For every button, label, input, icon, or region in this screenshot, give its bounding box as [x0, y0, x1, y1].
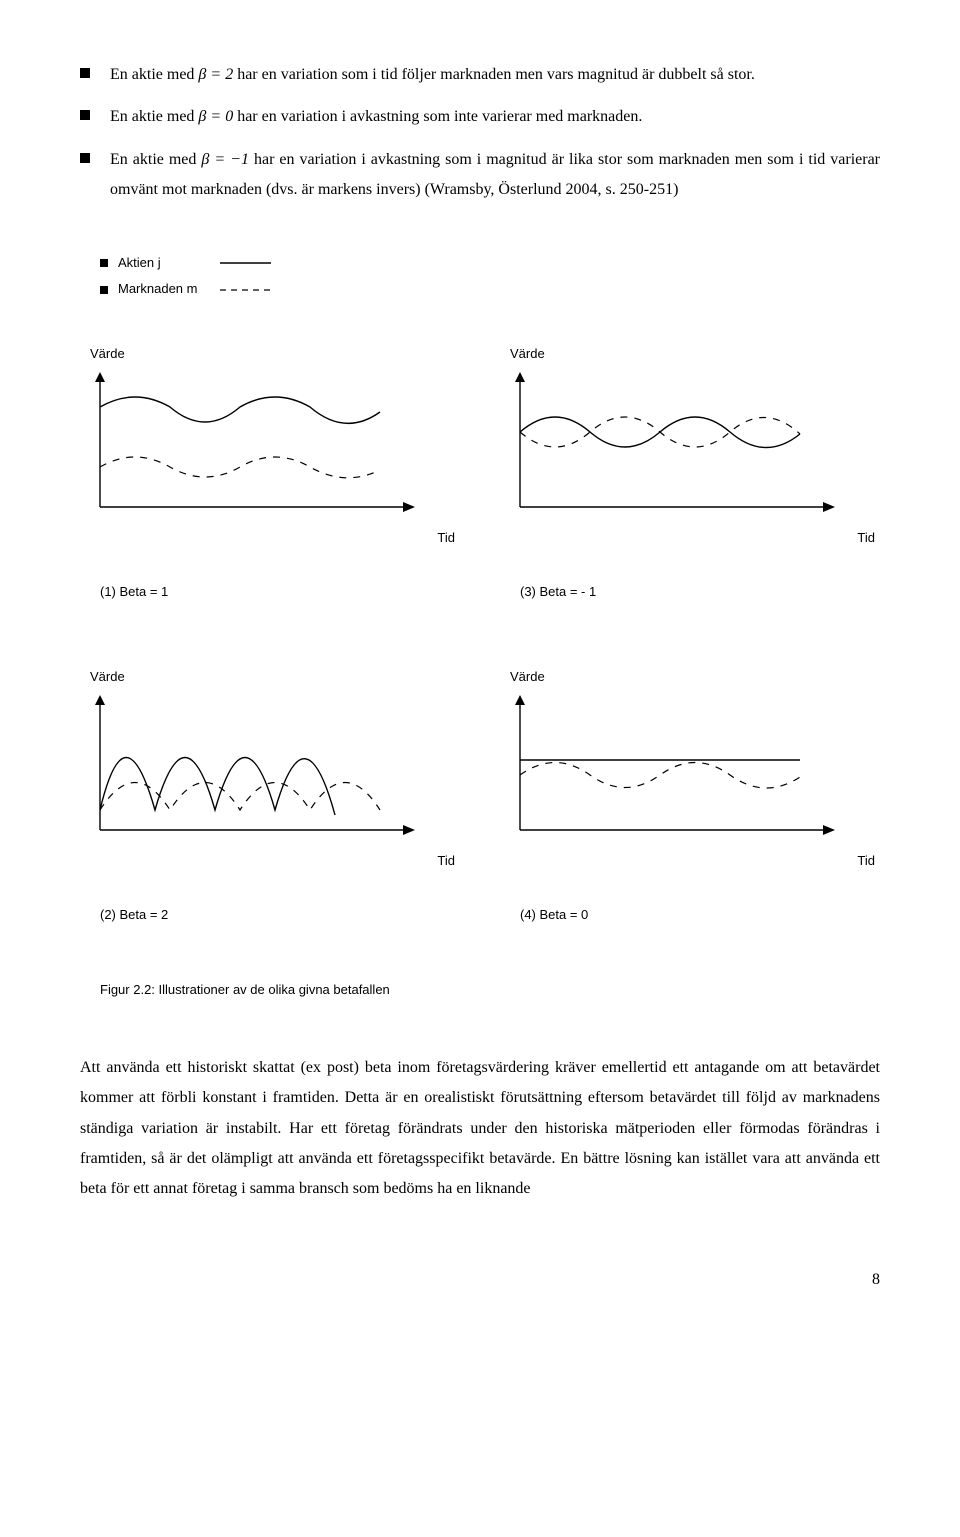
bullet-text: En aktie med β = 0 har en variation i av… — [110, 102, 880, 132]
chart-y-label: Värde — [510, 342, 880, 367]
bullet-marker-icon — [80, 68, 90, 78]
bullet-marker-icon — [80, 110, 90, 120]
bullet-text: En aktie med β = 2 har en variation som … — [110, 60, 880, 90]
chart-caption: (3) Beta = - 1 — [520, 580, 880, 605]
chart-svg — [500, 695, 840, 845]
legend-row-solid: Aktien j — [80, 251, 880, 276]
bullet-item-2: En aktie med β = 0 har en variation i av… — [80, 102, 880, 132]
legend-label-dashed: Marknaden m — [118, 277, 218, 302]
chart-svg — [80, 695, 420, 845]
chart-legend: Aktien j Marknaden m — [80, 251, 880, 302]
bullet-marker-icon — [80, 153, 90, 163]
bullet-text: En aktie med β = −1 har en variation i a… — [110, 145, 880, 206]
chart-svg — [80, 372, 420, 522]
chart-x-label: Tid — [500, 526, 880, 551]
legend-label-solid: Aktien j — [118, 251, 218, 276]
legend-row-dashed: Marknaden m — [80, 277, 880, 302]
chart-beta-1: Värde Tid (1) Beta = 1 — [80, 342, 460, 605]
legend-line-solid-icon — [218, 256, 273, 270]
legend-line-dashed-icon — [218, 283, 273, 297]
chart-x-label: Tid — [500, 849, 880, 874]
bullet-marker-icon — [100, 286, 108, 294]
chart-x-label: Tid — [80, 526, 460, 551]
body-paragraph: Att använda ett historiskt skattat (ex p… — [80, 1053, 880, 1205]
bullet-marker-icon — [100, 259, 108, 267]
chart-caption: (1) Beta = 1 — [100, 580, 460, 605]
chart-y-label: Värde — [510, 665, 880, 690]
chart-y-label: Värde — [90, 342, 460, 367]
bullet-item-3: En aktie med β = −1 har en variation i a… — [80, 145, 880, 206]
chart-beta-0: Värde Tid (4) Beta = 0 — [500, 665, 880, 928]
chart-svg — [500, 372, 840, 522]
figure-caption: Figur 2.2: Illustrationer av de olika gi… — [100, 978, 880, 1003]
chart-x-label: Tid — [80, 849, 460, 874]
chart-y-label: Värde — [90, 665, 460, 690]
page-number: 8 — [80, 1265, 880, 1295]
chart-beta-2: Värde Tid (2) Beta = 2 — [80, 665, 460, 928]
bullet-item-1: En aktie med β = 2 har en variation som … — [80, 60, 880, 90]
chart-beta-neg1: Värde Tid (3) Beta = - 1 — [500, 342, 880, 605]
chart-caption: (2) Beta = 2 — [100, 903, 460, 928]
chart-caption: (4) Beta = 0 — [520, 903, 880, 928]
